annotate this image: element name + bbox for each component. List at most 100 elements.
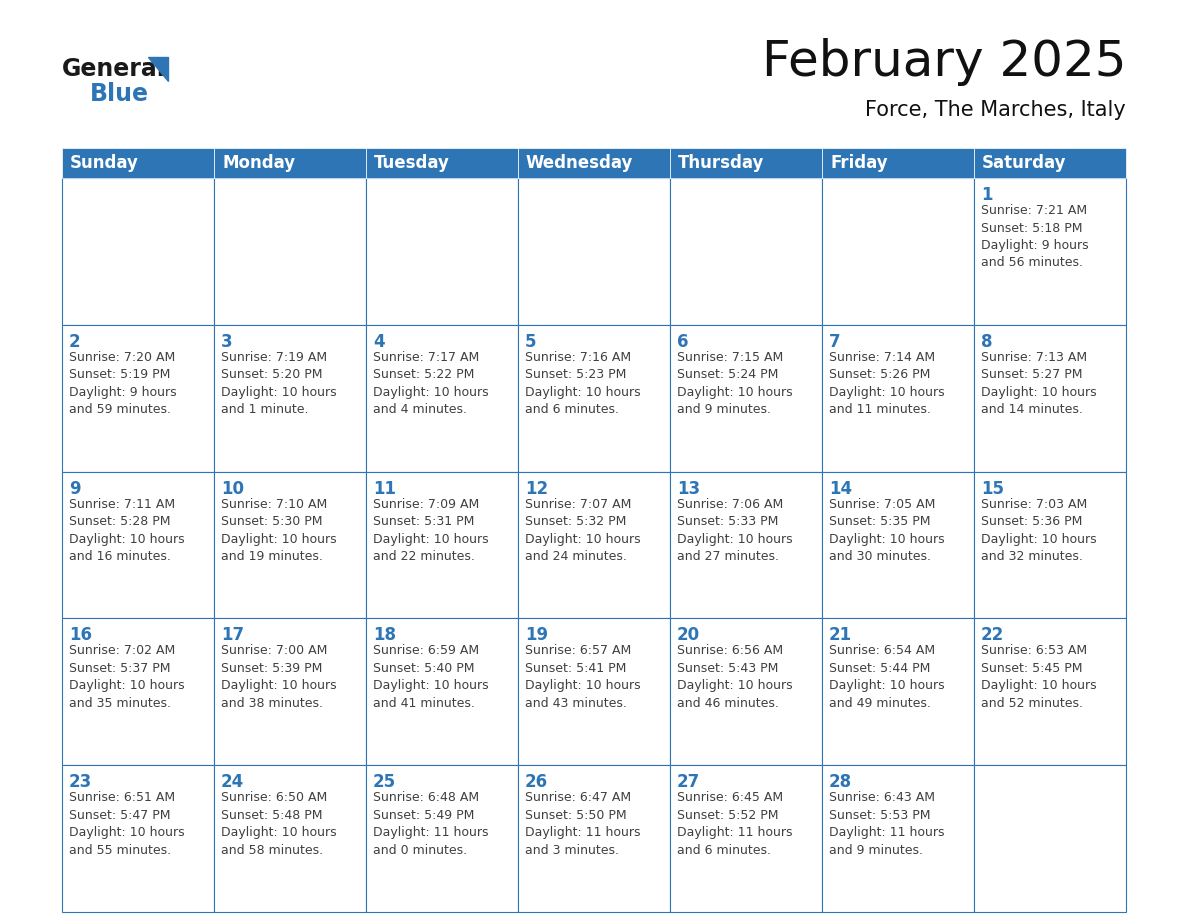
Text: Sunrise: 7:14 AM
Sunset: 5:26 PM
Daylight: 10 hours
and 11 minutes.: Sunrise: 7:14 AM Sunset: 5:26 PM Dayligh… xyxy=(829,351,944,416)
Text: Sunrise: 6:57 AM
Sunset: 5:41 PM
Daylight: 10 hours
and 43 minutes.: Sunrise: 6:57 AM Sunset: 5:41 PM Dayligh… xyxy=(525,644,640,710)
Text: Force, The Marches, Italy: Force, The Marches, Italy xyxy=(865,100,1126,120)
Text: General: General xyxy=(62,57,166,81)
Text: Sunrise: 7:20 AM
Sunset: 5:19 PM
Daylight: 9 hours
and 59 minutes.: Sunrise: 7:20 AM Sunset: 5:19 PM Dayligh… xyxy=(69,351,177,416)
Bar xyxy=(62,148,214,178)
Text: Sunrise: 7:06 AM
Sunset: 5:33 PM
Daylight: 10 hours
and 27 minutes.: Sunrise: 7:06 AM Sunset: 5:33 PM Dayligh… xyxy=(677,498,792,563)
Bar xyxy=(62,472,214,619)
Text: 11: 11 xyxy=(373,479,396,498)
Text: 26: 26 xyxy=(525,773,548,791)
Bar xyxy=(214,472,366,619)
Text: Sunrise: 7:19 AM
Sunset: 5:20 PM
Daylight: 10 hours
and 1 minute.: Sunrise: 7:19 AM Sunset: 5:20 PM Dayligh… xyxy=(221,351,336,416)
Bar xyxy=(214,178,366,325)
Text: 25: 25 xyxy=(373,773,396,791)
Text: 3: 3 xyxy=(221,333,233,351)
Text: Sunrise: 7:13 AM
Sunset: 5:27 PM
Daylight: 10 hours
and 14 minutes.: Sunrise: 7:13 AM Sunset: 5:27 PM Dayligh… xyxy=(981,351,1097,416)
Text: 8: 8 xyxy=(981,333,992,351)
Text: Sunrise: 6:45 AM
Sunset: 5:52 PM
Daylight: 11 hours
and 6 minutes.: Sunrise: 6:45 AM Sunset: 5:52 PM Dayligh… xyxy=(677,791,792,856)
Text: 24: 24 xyxy=(221,773,245,791)
Bar xyxy=(670,178,822,325)
Text: 9: 9 xyxy=(69,479,81,498)
Text: 20: 20 xyxy=(677,626,700,644)
Text: Sunrise: 7:09 AM
Sunset: 5:31 PM
Daylight: 10 hours
and 22 minutes.: Sunrise: 7:09 AM Sunset: 5:31 PM Dayligh… xyxy=(373,498,488,563)
Bar xyxy=(366,619,518,766)
Text: Thursday: Thursday xyxy=(678,154,764,172)
Bar xyxy=(518,178,670,325)
Text: Sunrise: 6:47 AM
Sunset: 5:50 PM
Daylight: 11 hours
and 3 minutes.: Sunrise: 6:47 AM Sunset: 5:50 PM Dayligh… xyxy=(525,791,640,856)
Text: Sunrise: 7:21 AM
Sunset: 5:18 PM
Daylight: 9 hours
and 56 minutes.: Sunrise: 7:21 AM Sunset: 5:18 PM Dayligh… xyxy=(981,204,1088,270)
Text: 15: 15 xyxy=(981,479,1004,498)
Text: Sunrise: 7:11 AM
Sunset: 5:28 PM
Daylight: 10 hours
and 16 minutes.: Sunrise: 7:11 AM Sunset: 5:28 PM Dayligh… xyxy=(69,498,184,563)
Text: 2: 2 xyxy=(69,333,81,351)
Bar xyxy=(366,325,518,472)
Bar xyxy=(518,472,670,619)
Bar xyxy=(974,148,1126,178)
Bar xyxy=(670,766,822,912)
Text: 16: 16 xyxy=(69,626,91,644)
Bar xyxy=(62,325,214,472)
Text: Wednesday: Wednesday xyxy=(526,154,633,172)
Bar xyxy=(822,178,974,325)
Text: Sunday: Sunday xyxy=(70,154,139,172)
Text: 13: 13 xyxy=(677,479,700,498)
Bar xyxy=(62,619,214,766)
Text: 4: 4 xyxy=(373,333,385,351)
Bar xyxy=(974,472,1126,619)
Bar xyxy=(62,766,214,912)
Text: 18: 18 xyxy=(373,626,396,644)
Bar xyxy=(518,148,670,178)
Text: 28: 28 xyxy=(829,773,852,791)
Text: Sunrise: 7:10 AM
Sunset: 5:30 PM
Daylight: 10 hours
and 19 minutes.: Sunrise: 7:10 AM Sunset: 5:30 PM Dayligh… xyxy=(221,498,336,563)
Bar xyxy=(366,178,518,325)
Bar xyxy=(214,766,366,912)
Text: 14: 14 xyxy=(829,479,852,498)
Bar xyxy=(822,325,974,472)
Bar xyxy=(822,148,974,178)
Text: 7: 7 xyxy=(829,333,841,351)
Text: Sunrise: 6:51 AM
Sunset: 5:47 PM
Daylight: 10 hours
and 55 minutes.: Sunrise: 6:51 AM Sunset: 5:47 PM Dayligh… xyxy=(69,791,184,856)
Bar xyxy=(974,178,1126,325)
Bar xyxy=(974,619,1126,766)
Text: 1: 1 xyxy=(981,186,992,204)
Bar xyxy=(366,148,518,178)
Text: Sunrise: 7:00 AM
Sunset: 5:39 PM
Daylight: 10 hours
and 38 minutes.: Sunrise: 7:00 AM Sunset: 5:39 PM Dayligh… xyxy=(221,644,336,710)
Text: Sunrise: 6:53 AM
Sunset: 5:45 PM
Daylight: 10 hours
and 52 minutes.: Sunrise: 6:53 AM Sunset: 5:45 PM Dayligh… xyxy=(981,644,1097,710)
Text: Sunrise: 7:03 AM
Sunset: 5:36 PM
Daylight: 10 hours
and 32 minutes.: Sunrise: 7:03 AM Sunset: 5:36 PM Dayligh… xyxy=(981,498,1097,563)
Bar xyxy=(214,148,366,178)
Text: Sunrise: 6:43 AM
Sunset: 5:53 PM
Daylight: 11 hours
and 9 minutes.: Sunrise: 6:43 AM Sunset: 5:53 PM Dayligh… xyxy=(829,791,944,856)
Bar xyxy=(974,325,1126,472)
Bar xyxy=(366,766,518,912)
Text: Blue: Blue xyxy=(90,82,148,106)
Text: 17: 17 xyxy=(221,626,244,644)
Bar xyxy=(670,619,822,766)
Text: Sunrise: 7:07 AM
Sunset: 5:32 PM
Daylight: 10 hours
and 24 minutes.: Sunrise: 7:07 AM Sunset: 5:32 PM Dayligh… xyxy=(525,498,640,563)
Text: Sunrise: 6:54 AM
Sunset: 5:44 PM
Daylight: 10 hours
and 49 minutes.: Sunrise: 6:54 AM Sunset: 5:44 PM Dayligh… xyxy=(829,644,944,710)
Text: Sunrise: 6:48 AM
Sunset: 5:49 PM
Daylight: 11 hours
and 0 minutes.: Sunrise: 6:48 AM Sunset: 5:49 PM Dayligh… xyxy=(373,791,488,856)
Bar xyxy=(670,472,822,619)
Bar xyxy=(670,325,822,472)
Text: 21: 21 xyxy=(829,626,852,644)
Text: Sunrise: 7:17 AM
Sunset: 5:22 PM
Daylight: 10 hours
and 4 minutes.: Sunrise: 7:17 AM Sunset: 5:22 PM Dayligh… xyxy=(373,351,488,416)
Bar xyxy=(670,148,822,178)
Text: Friday: Friday xyxy=(830,154,887,172)
Bar xyxy=(518,766,670,912)
Text: Sunrise: 7:15 AM
Sunset: 5:24 PM
Daylight: 10 hours
and 9 minutes.: Sunrise: 7:15 AM Sunset: 5:24 PM Dayligh… xyxy=(677,351,792,416)
Text: Sunrise: 7:05 AM
Sunset: 5:35 PM
Daylight: 10 hours
and 30 minutes.: Sunrise: 7:05 AM Sunset: 5:35 PM Dayligh… xyxy=(829,498,944,563)
Bar xyxy=(822,619,974,766)
Bar xyxy=(822,766,974,912)
Bar xyxy=(518,619,670,766)
Bar xyxy=(974,766,1126,912)
Text: 22: 22 xyxy=(981,626,1004,644)
Text: 12: 12 xyxy=(525,479,548,498)
Bar xyxy=(366,472,518,619)
Text: Tuesday: Tuesday xyxy=(374,154,450,172)
Bar xyxy=(214,325,366,472)
Text: Sunrise: 6:59 AM
Sunset: 5:40 PM
Daylight: 10 hours
and 41 minutes.: Sunrise: 6:59 AM Sunset: 5:40 PM Dayligh… xyxy=(373,644,488,710)
Bar xyxy=(822,472,974,619)
Text: Saturday: Saturday xyxy=(982,154,1067,172)
Text: 19: 19 xyxy=(525,626,548,644)
Bar xyxy=(62,178,214,325)
Text: Sunrise: 6:50 AM
Sunset: 5:48 PM
Daylight: 10 hours
and 58 minutes.: Sunrise: 6:50 AM Sunset: 5:48 PM Dayligh… xyxy=(221,791,336,856)
Text: 23: 23 xyxy=(69,773,93,791)
Text: Sunrise: 7:02 AM
Sunset: 5:37 PM
Daylight: 10 hours
and 35 minutes.: Sunrise: 7:02 AM Sunset: 5:37 PM Dayligh… xyxy=(69,644,184,710)
Text: Monday: Monday xyxy=(222,154,295,172)
